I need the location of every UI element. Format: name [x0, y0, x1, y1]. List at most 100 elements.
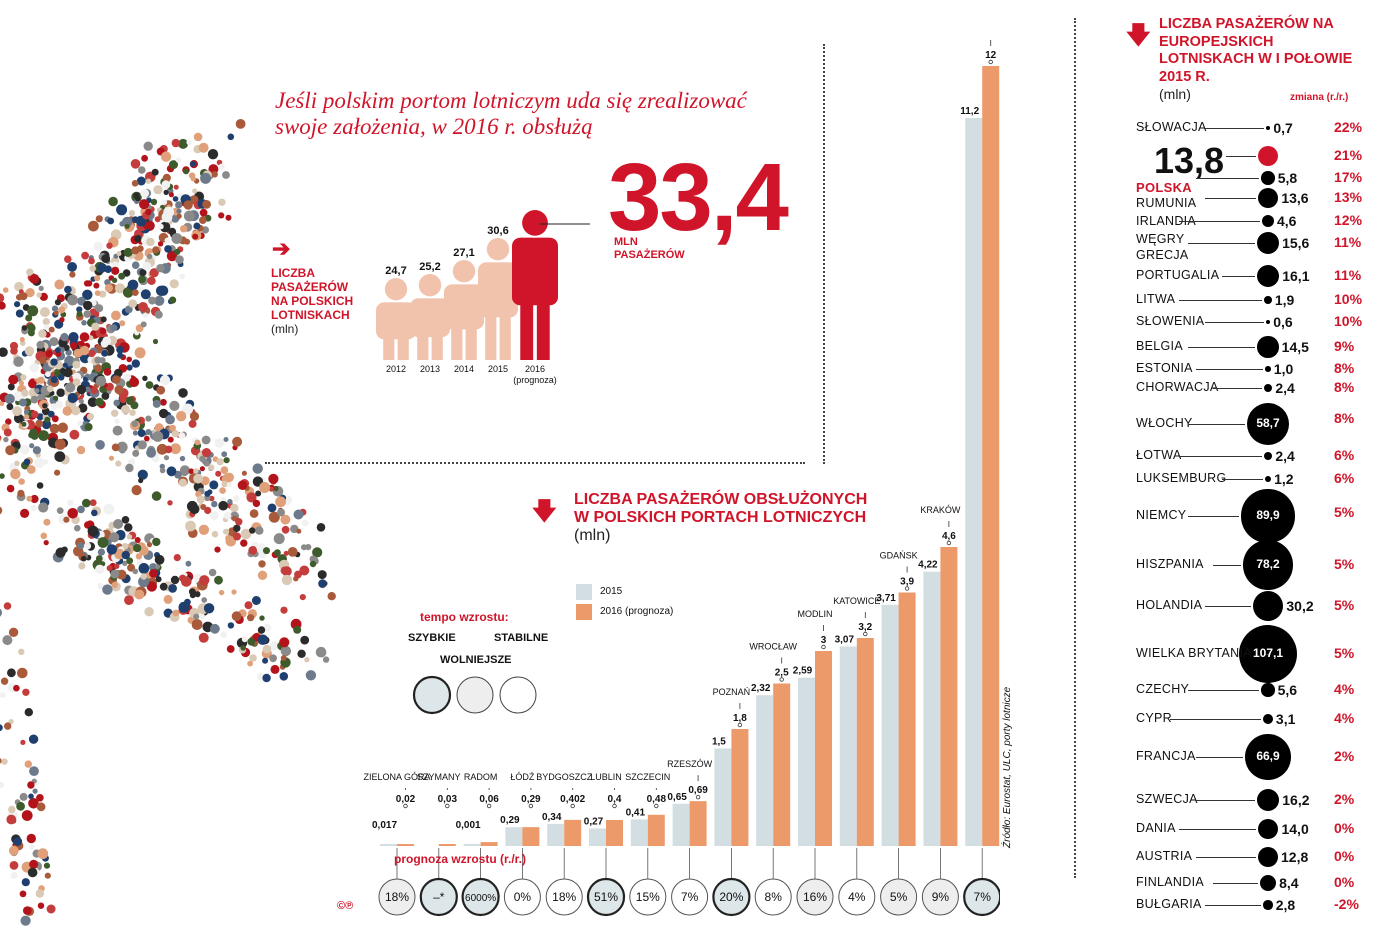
category-leader-dot [528, 803, 534, 809]
eu-country-name: DANIA [1136, 821, 1176, 835]
crowd-person [90, 386, 98, 394]
crowd-person [29, 363, 40, 373]
category-leader-dot [779, 677, 784, 682]
crowd-person [95, 440, 105, 450]
crowd-person [225, 214, 232, 221]
crowd-person [174, 248, 181, 255]
crowd-person [255, 490, 262, 497]
crowd-person [257, 570, 268, 580]
crowd-person [8, 627, 19, 637]
crowd-person [95, 304, 104, 313]
crowd-person [111, 277, 118, 283]
crowd-person [149, 569, 158, 578]
crowd-person [132, 449, 140, 457]
crowd-person [70, 342, 78, 350]
bar-label-2015: 0,017 [372, 820, 397, 831]
eu-change-label: zmiana (r./r.) [1290, 92, 1349, 103]
eu-leader [1222, 276, 1255, 277]
category-label: SZYMANY [417, 772, 461, 782]
crowd-person [71, 406, 81, 416]
crowd-person [179, 455, 186, 462]
crowd-person [3, 436, 9, 443]
crowd-person [64, 285, 72, 294]
eu-bubble [1257, 187, 1279, 209]
bar-2015 [672, 803, 690, 846]
crowd-person [153, 185, 163, 195]
crowd-person [312, 547, 323, 558]
crowd-person [252, 499, 261, 508]
crowd-person [54, 299, 62, 306]
bar-2016 [438, 844, 456, 846]
crowd-person [204, 490, 211, 497]
category-label: ŁÓDŹ [510, 772, 535, 782]
bar-2016 [647, 814, 665, 846]
crowd-person [169, 296, 177, 304]
crowd-person [43, 518, 51, 526]
crowd-person [0, 724, 3, 732]
bar-2015 [505, 827, 523, 846]
crowd-person [89, 499, 97, 507]
crowd-person [1, 758, 8, 765]
crowd-person [178, 138, 189, 149]
crowd-person [95, 375, 107, 387]
crowd-person [95, 555, 103, 562]
crowd-person [13, 837, 23, 846]
eu-bubble [1263, 900, 1273, 910]
crowd-person [19, 380, 24, 386]
crowd-person [144, 607, 154, 617]
crowd-person [109, 532, 120, 543]
crowd-person [147, 253, 153, 260]
crowd-person [125, 463, 134, 473]
crowd-person [56, 507, 64, 514]
person-figure [478, 238, 518, 360]
crowd-person [121, 516, 130, 524]
crowd-person [81, 251, 89, 260]
crowd-person [80, 555, 87, 562]
crowd-person [315, 646, 327, 658]
eu-value: 89,9 [1256, 508, 1280, 522]
crowd-person [32, 446, 42, 455]
crowd-person [293, 625, 302, 634]
growth-circle [586, 877, 626, 917]
crowd-person [249, 527, 256, 534]
eu-value: 5,8 [1277, 170, 1298, 186]
crowd-person [134, 589, 145, 600]
crowd-person [183, 168, 189, 175]
crowd-person [24, 414, 30, 420]
eu-country-name: FRANCJA [1136, 749, 1196, 763]
people-value-label: 27,1 [453, 247, 474, 259]
crowd-person [178, 388, 188, 398]
crowd-person [154, 423, 164, 432]
crowd-person [39, 307, 50, 318]
eu-change: 5% [1334, 504, 1355, 520]
crowd-person [20, 508, 30, 518]
crowd-person [154, 554, 165, 565]
crowd-person [0, 473, 5, 479]
crowd-person [159, 467, 166, 474]
crowd-person [21, 810, 33, 821]
crowd-person [230, 503, 239, 513]
source-note: Źródło: Eurostat, ULC, porty lotnicze [1002, 686, 1013, 848]
crowd-person [268, 511, 280, 523]
crowd-person [146, 581, 157, 592]
crowd-person [94, 275, 101, 282]
crowd-person [170, 443, 181, 455]
crowd-person [95, 564, 105, 574]
bar-label-2016: 0,69 [688, 785, 708, 796]
eu-value: 0,7 [1273, 120, 1293, 136]
crowd-person [76, 311, 83, 317]
growth-circle [419, 877, 458, 917]
crowd-person [8, 845, 19, 856]
crowd-person [10, 468, 21, 480]
crowd-person [25, 288, 35, 298]
eu-bubble [1261, 214, 1274, 227]
category-label: MODLIN [797, 609, 832, 619]
crowd-person [51, 305, 59, 312]
eu-change: 11% [1334, 267, 1362, 283]
crowd-person [62, 362, 68, 368]
growth-value: 18% [552, 890, 576, 904]
crowd-person [199, 613, 205, 620]
crowd-person [189, 411, 200, 421]
crowd-person [27, 781, 35, 789]
eu-leader [1179, 300, 1263, 301]
